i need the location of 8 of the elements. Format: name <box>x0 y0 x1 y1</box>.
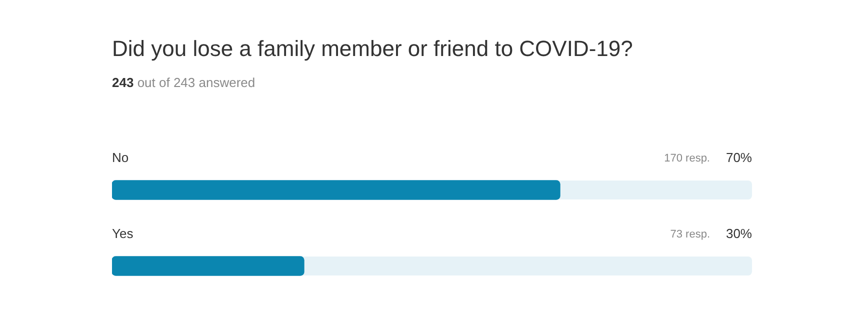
chart-title: Did you lose a family member or friend to COVID-19? <box>112 36 633 62</box>
chart-subtitle: 243 out of 243 answered <box>112 75 256 90</box>
data-label: 70% <box>726 150 752 166</box>
y-tick-label: Yes <box>112 226 134 242</box>
y-tick-label: No <box>112 150 129 166</box>
annotation: 170 resp. <box>664 152 710 165</box>
data-label: 30% <box>726 226 752 242</box>
annotation: 73 resp. <box>670 228 710 241</box>
